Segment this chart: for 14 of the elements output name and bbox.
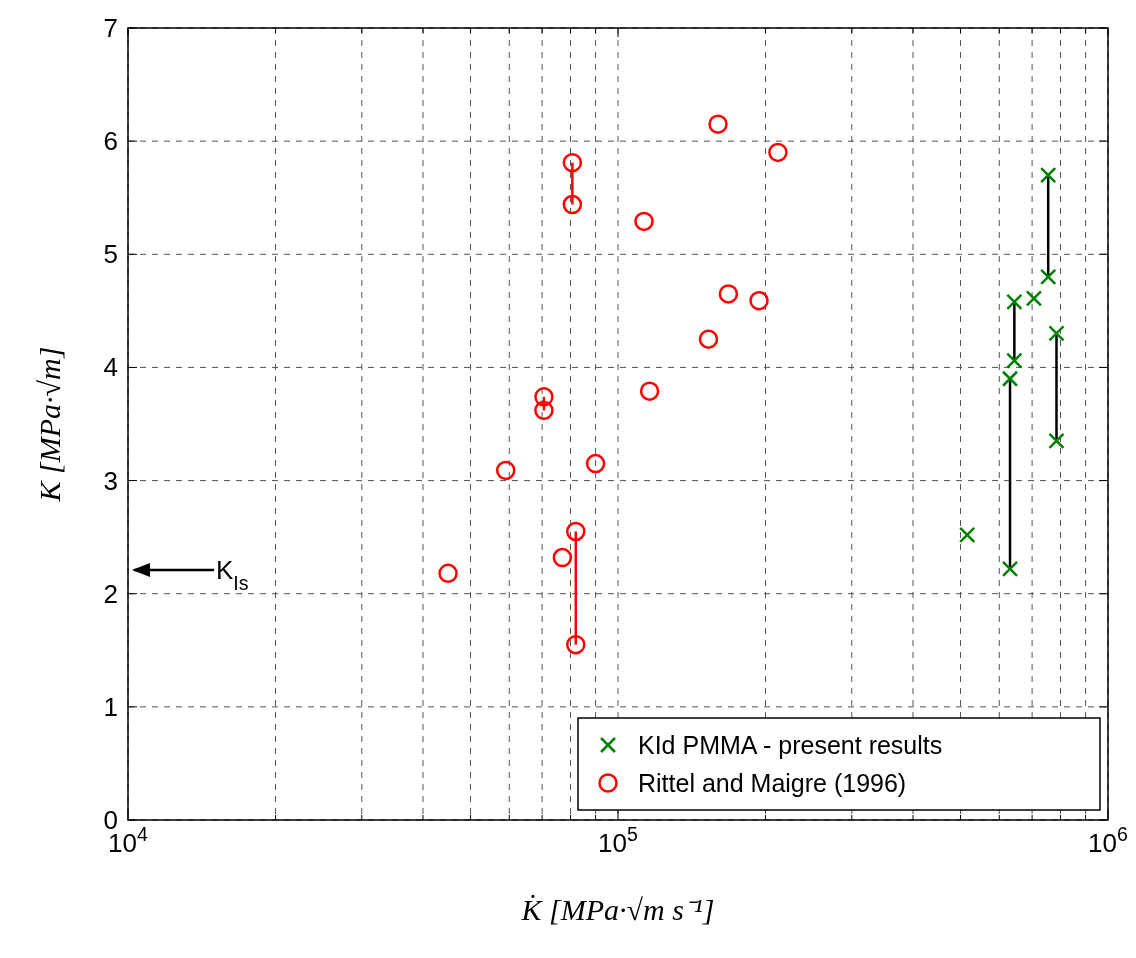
y-tick-label: 6	[103, 126, 118, 157]
y-tick-label: 2	[103, 578, 118, 609]
x-tick-label: 10$^{5}$	[598, 823, 639, 858]
x-axis-title: K̇ [MPa·√m s⁻¹]	[520, 893, 715, 926]
y-tick-label: 4	[103, 352, 118, 383]
y-tick-label: 5	[103, 239, 118, 270]
x-tick-label: 10$^{6}$	[1088, 823, 1128, 858]
y-tick-label: 3	[103, 465, 118, 496]
y-tick-label: 7	[103, 13, 118, 43]
y-tick-label: 1	[103, 691, 118, 722]
legend-label: Rittel and Maigre (1996)	[638, 769, 907, 797]
annotation: K$_{Is}$	[216, 555, 249, 594]
legend-label: KId PMMA - present results	[638, 731, 943, 759]
y-axis-title: K [MPa·√m]	[33, 346, 66, 503]
